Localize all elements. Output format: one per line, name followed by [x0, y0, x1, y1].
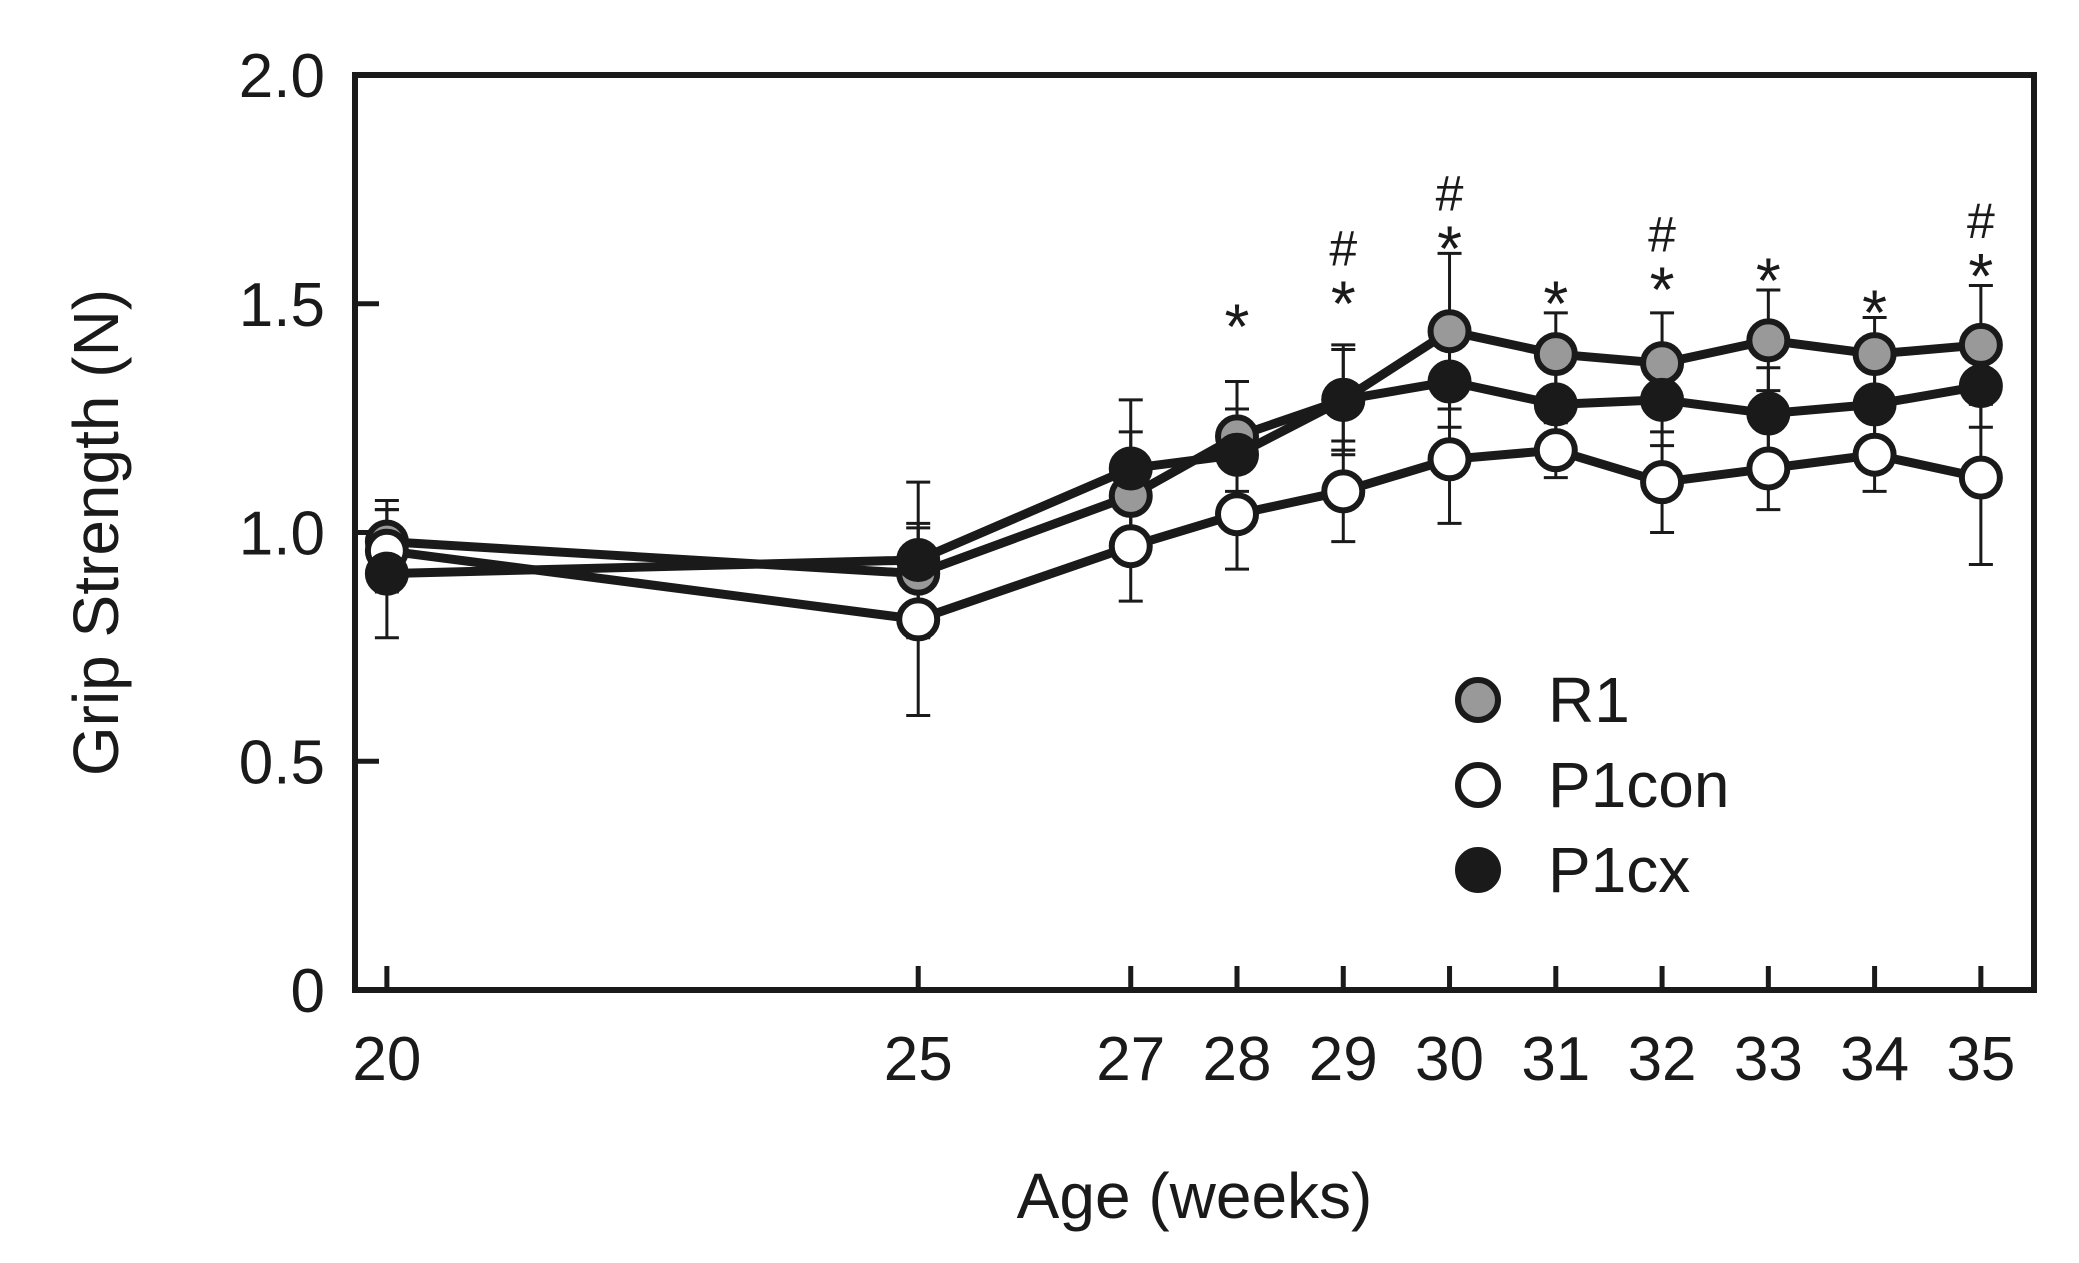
- y-tick-label: 1.0: [239, 500, 325, 569]
- series-lines: [386, 326, 1982, 624]
- plot-frame: [352, 72, 2037, 993]
- data-point-P1cx: [1958, 364, 2003, 409]
- data-point-P1con: [1215, 492, 1260, 537]
- data-point-P1cx: [1215, 432, 1260, 477]
- data-point-P1cx: [364, 551, 409, 596]
- significance-star: *: [1543, 267, 1568, 339]
- legend-marker-P1cx: [1455, 847, 1501, 893]
- data-point-P1con: [1746, 446, 1791, 491]
- data-point-P1con: [1108, 524, 1153, 569]
- data-point-P1con: [1852, 432, 1897, 477]
- data-point-R1: [1852, 332, 1897, 377]
- x-tick-label: 32: [1628, 1025, 1697, 1094]
- x-tick-label: 25: [884, 1025, 953, 1094]
- data-point-P1cx: [1533, 382, 1578, 427]
- significance-hash: #: [1436, 166, 1464, 222]
- data-point-R1: [1958, 322, 2003, 367]
- x-tick-label: 33: [1734, 1025, 1803, 1094]
- data-point-P1con: [896, 597, 941, 642]
- legend-label-P1con: P1con: [1548, 749, 1729, 821]
- significance-star: *: [1862, 277, 1887, 349]
- x-tick-label: 35: [1946, 1025, 2015, 1094]
- x-tick-label: 20: [352, 1025, 421, 1094]
- significance-annotations: * *# *#* *#* **#: [1225, 166, 1995, 363]
- significance-star: *: [1756, 245, 1781, 317]
- series-markers: [364, 309, 2003, 642]
- data-point-P1cx: [1321, 377, 1366, 422]
- significance-star: *: [1650, 254, 1675, 326]
- data-point-R1: [1427, 309, 1472, 354]
- x-tick-label: 27: [1096, 1025, 1165, 1094]
- data-point-P1con: [1321, 469, 1366, 514]
- legend-marker-P1con: [1455, 762, 1501, 808]
- legend: R1 P1con P1cx: [1455, 664, 1729, 906]
- x-axis-title: Age (weeks): [1017, 1160, 1373, 1232]
- x-tick-label: 31: [1521, 1025, 1590, 1094]
- data-point-P1con: [1640, 460, 1685, 505]
- data-point-P1cx: [1640, 377, 1685, 422]
- data-point-P1con: [1427, 437, 1472, 482]
- significance-star: *: [1437, 213, 1462, 285]
- series-line-P1cx: [386, 377, 1982, 579]
- significance-hash: #: [1648, 207, 1676, 263]
- significance-hash: #: [1329, 220, 1357, 276]
- x-tick-label: 28: [1203, 1025, 1272, 1094]
- series-line-R1: [386, 326, 1982, 579]
- y-axis-title: Grip Strength (N): [60, 289, 132, 776]
- significance-star: *: [1968, 240, 1993, 312]
- data-point-P1cx: [1746, 391, 1791, 436]
- y-tick-label: 1.5: [239, 271, 325, 340]
- x-tick-label: 30: [1415, 1025, 1484, 1094]
- x-tick-label: 34: [1840, 1025, 1909, 1094]
- data-point-R1: [1533, 332, 1578, 377]
- data-point-P1cx: [896, 537, 941, 582]
- x-tick-label: 29: [1309, 1025, 1378, 1094]
- data-point-P1con: [1958, 455, 2003, 500]
- data-point-R1: [1640, 341, 1685, 386]
- y-tick-label: 2.0: [239, 42, 325, 111]
- y-tick-label: 0.5: [239, 728, 325, 797]
- data-point-P1cx: [1852, 382, 1897, 427]
- significance-hash: #: [1967, 193, 1995, 249]
- y-tick-label: 0: [291, 957, 325, 1026]
- data-point-P1cx: [1427, 359, 1472, 404]
- significance-star: *: [1331, 267, 1356, 339]
- data-point-R1: [1746, 318, 1791, 363]
- data-point-P1cx: [1108, 446, 1153, 491]
- series-line-P1con: [386, 445, 1982, 624]
- axes: 0 0.5 1.0 1.5 2.0 20 25 27 28 29 30 31 32 33 34 35: [239, 42, 2037, 1094]
- legend-label-R1: R1: [1548, 664, 1630, 736]
- legend-label-P1cx: P1cx: [1548, 834, 1690, 906]
- data-point-P1con: [1533, 428, 1578, 473]
- legend-marker-R1: [1455, 677, 1501, 723]
- significance-star: *: [1225, 290, 1250, 362]
- error-bars: [374, 251, 1993, 717]
